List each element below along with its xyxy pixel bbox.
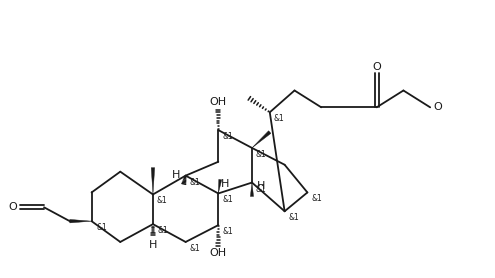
Text: &1: &1 <box>97 223 107 232</box>
Text: &1: &1 <box>222 227 233 236</box>
Text: &1: &1 <box>222 132 233 141</box>
Text: O: O <box>433 102 442 112</box>
Polygon shape <box>252 131 271 148</box>
Text: &1: &1 <box>256 150 267 159</box>
Text: &1: &1 <box>311 194 322 203</box>
Text: &1: &1 <box>190 244 200 253</box>
Text: &1: &1 <box>256 185 267 193</box>
Text: OH: OH <box>210 248 227 258</box>
Text: O: O <box>8 202 17 212</box>
Polygon shape <box>218 179 222 193</box>
Text: H: H <box>221 178 230 188</box>
Text: &1: &1 <box>289 213 299 222</box>
Polygon shape <box>70 219 92 223</box>
Polygon shape <box>250 183 253 197</box>
Text: &1: &1 <box>274 114 285 123</box>
Text: H: H <box>257 180 265 190</box>
Text: H: H <box>149 240 157 250</box>
Text: O: O <box>372 62 381 72</box>
Text: H: H <box>172 170 181 180</box>
Text: OH: OH <box>210 97 227 107</box>
Text: &1: &1 <box>158 226 169 235</box>
Text: &1: &1 <box>190 178 200 187</box>
Text: &1: &1 <box>157 197 168 205</box>
Text: &1: &1 <box>222 195 233 204</box>
Polygon shape <box>151 168 154 194</box>
